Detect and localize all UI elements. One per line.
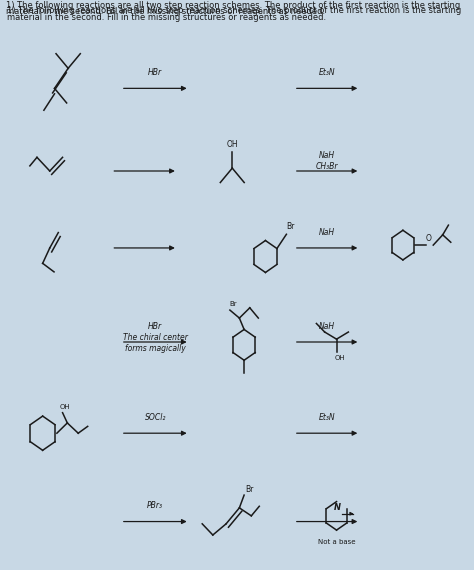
Text: OH: OH	[59, 404, 70, 410]
Text: NaH: NaH	[319, 321, 335, 331]
Text: CH₃Br: CH₃Br	[316, 162, 338, 171]
Text: The chiral center: The chiral center	[123, 333, 188, 342]
Text: O: O	[426, 234, 431, 243]
Text: Et₃N: Et₃N	[319, 413, 336, 422]
Text: Not a base: Not a base	[318, 539, 356, 545]
Text: NaH: NaH	[319, 227, 335, 237]
Text: OH: OH	[227, 140, 238, 149]
Text: OH: OH	[335, 355, 346, 360]
Text: Br: Br	[286, 222, 295, 231]
Text: Br: Br	[230, 300, 237, 307]
Text: HBr: HBr	[148, 321, 162, 331]
Text: Br: Br	[245, 484, 254, 494]
Text: material in the second. Fill in the missing structures or reagents as needed.: material in the second. Fill in the miss…	[6, 7, 325, 17]
Text: 1) The following reactions are all two step reaction schemes. The product of the: 1) The following reactions are all two s…	[6, 1, 460, 10]
Text: NaH: NaH	[319, 150, 335, 160]
Text: SOCl₂: SOCl₂	[145, 413, 166, 422]
Text: PBr₃: PBr₃	[147, 501, 163, 510]
Text: N: N	[334, 503, 341, 512]
Text: material in the second. Fill in the missing structures or reagents as needed.: material in the second. Fill in the miss…	[7, 13, 326, 22]
Text: forms magically: forms magically	[125, 344, 186, 353]
Text: HBr: HBr	[148, 68, 162, 77]
Text: 1) The following reactions are all two step reaction schemes. The product of the: 1) The following reactions are all two s…	[7, 6, 461, 15]
Text: Et₃N: Et₃N	[319, 68, 336, 77]
